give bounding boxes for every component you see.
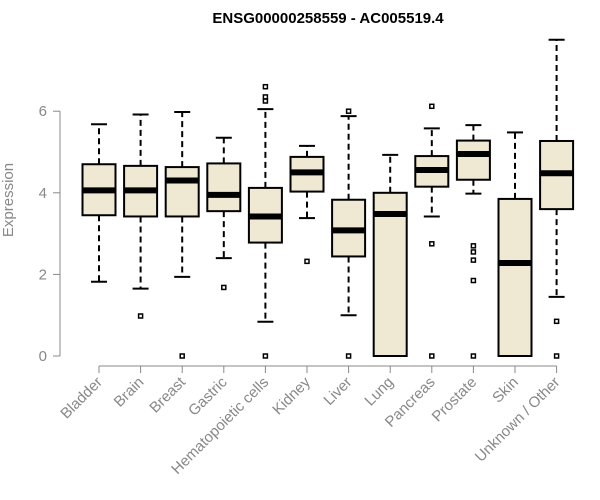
outlier-point — [470, 257, 477, 263]
outlier-point — [345, 353, 352, 359]
outlier-point — [262, 353, 269, 359]
outlier-point — [262, 83, 269, 90]
box-group — [164, 111, 200, 359]
y-tick-label: 2 — [39, 266, 47, 283]
outlier-point — [429, 103, 435, 110]
box-group — [414, 103, 450, 359]
box-group — [289, 144, 325, 265]
outlier-point — [553, 318, 560, 325]
x-tick-label: Kidney — [269, 373, 314, 418]
outlier-point — [470, 249, 477, 255]
box-group — [123, 113, 159, 319]
iqr-box — [372, 191, 408, 357]
x-tick-label: Prostate — [429, 374, 481, 426]
box-group — [206, 136, 242, 291]
iqr-box — [164, 166, 200, 218]
iqr-box — [455, 139, 491, 181]
iqr-box — [206, 162, 242, 213]
outlier-point — [262, 98, 269, 104]
outlier-point — [429, 241, 435, 247]
outlier-point — [345, 108, 352, 114]
outlier-point — [470, 277, 477, 284]
x-tick-label: Skin — [489, 374, 522, 407]
x-tick-label: Lung — [361, 374, 397, 410]
box-group — [455, 124, 491, 359]
y-tick-label: 6 — [39, 103, 47, 120]
x-tick-label: Breast — [146, 373, 189, 416]
box-group — [81, 123, 117, 283]
y-axis-label: Expression — [0, 163, 17, 237]
box-group — [372, 153, 408, 357]
box-group — [247, 83, 283, 359]
iqr-box — [497, 197, 533, 357]
x-tick-label: Bladder — [57, 374, 106, 423]
boxes-layer — [81, 38, 575, 359]
box-group — [331, 108, 367, 359]
y-axis: 0 2 4 6 — [39, 103, 61, 365]
outlier-point — [304, 258, 310, 265]
chart-title: ENSG00000258559 - AC005519.4 — [212, 10, 444, 27]
x-tick-label: Liver — [320, 374, 355, 409]
outlier-point — [470, 243, 477, 249]
outlier-point — [429, 353, 435, 359]
outlier-point — [553, 353, 560, 359]
outlier-point — [179, 353, 185, 359]
box-group — [497, 131, 533, 357]
y-tick-label: 4 — [39, 185, 47, 202]
x-tick-label: Brain — [111, 374, 148, 411]
outlier-point — [137, 313, 144, 319]
outlier-point — [470, 353, 477, 359]
y-tick-label: 0 — [39, 348, 47, 365]
outlier-point — [221, 284, 227, 291]
box-group — [539, 38, 575, 359]
